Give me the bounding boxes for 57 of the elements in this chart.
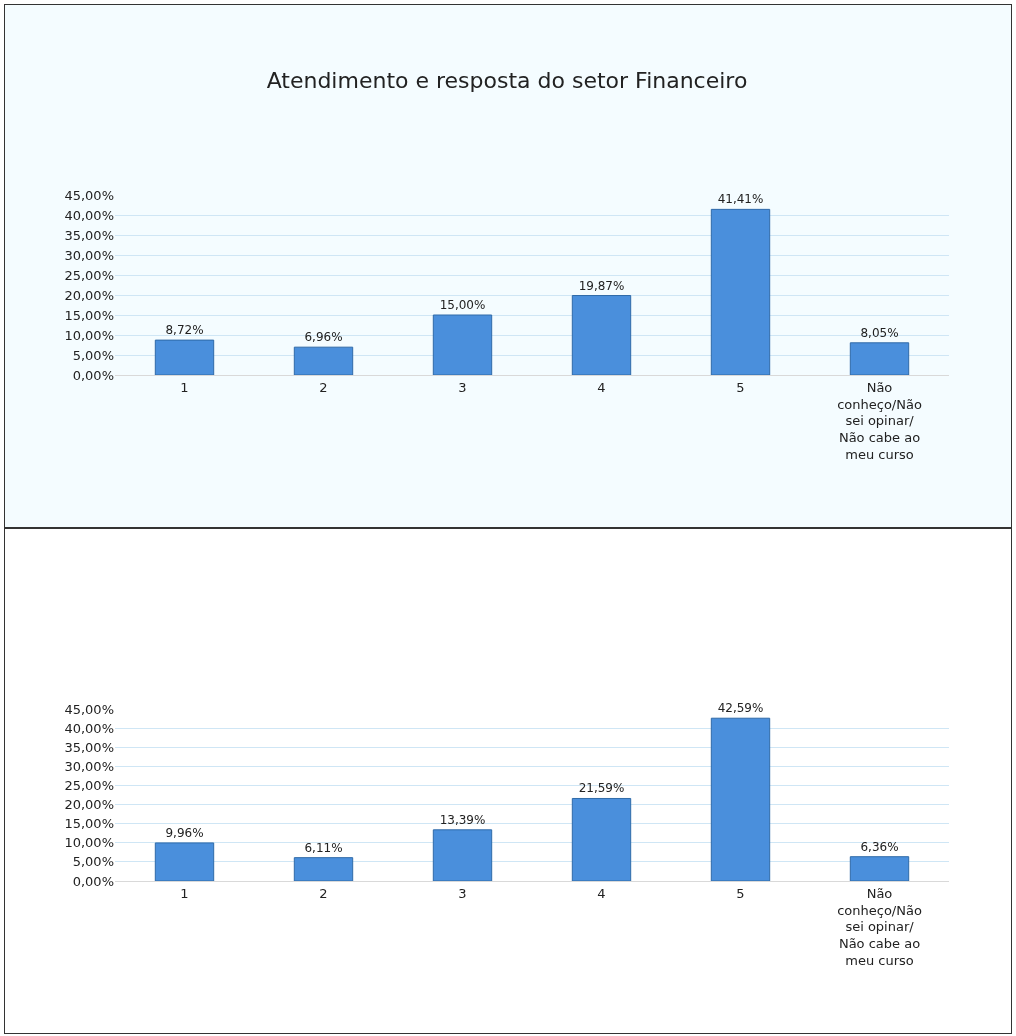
y-tick-label: 20,00%	[64, 797, 114, 813]
x-tick-label: 3	[458, 379, 467, 395]
x-tick-label: 5	[736, 379, 745, 395]
y-tick-label: 15,00%	[64, 816, 114, 832]
bar	[154, 842, 215, 881]
y-tick-label: 20,00%	[64, 287, 114, 303]
bar	[432, 829, 493, 881]
bar	[710, 717, 771, 881]
x-tick-label: 4	[597, 885, 606, 901]
x-tick-label: 3	[458, 885, 467, 901]
y-tick-label: 5,00%	[72, 854, 114, 870]
data-label: 6,36%	[860, 839, 899, 854]
x-tick-label: 1	[180, 885, 189, 901]
x-tick-label: 4	[597, 379, 606, 395]
bar	[571, 295, 632, 375]
bar	[293, 346, 354, 375]
bar	[710, 208, 771, 375]
y-tick-label: 25,00%	[64, 777, 114, 793]
data-label: 8,05%	[860, 325, 899, 340]
y-tick-label: 35,00%	[64, 739, 114, 755]
y-tick-label: 45,00%	[64, 187, 114, 203]
bar	[293, 857, 354, 881]
y-tick-label: 30,00%	[64, 758, 114, 774]
y-tick-label: 10,00%	[64, 835, 114, 851]
bar	[849, 856, 910, 881]
bar	[571, 797, 632, 881]
data-label: 42,59%	[717, 701, 764, 716]
x-tick-label: Não conheço/Não sei opinar/ Não cabe ao meu curso	[837, 379, 922, 463]
bar	[432, 314, 493, 375]
data-label: 19,87%	[578, 278, 625, 293]
data-label: 41,41%	[717, 192, 764, 207]
x-tick-label: Não conheço/Não sei opinar/ Não cabe ao meu curso	[837, 885, 922, 969]
data-label: 21,59%	[578, 781, 625, 796]
y-tick-label: 10,00%	[64, 327, 114, 343]
data-label: 9,96%	[165, 825, 204, 840]
y-tick-label: 0,00%	[72, 873, 114, 889]
bar	[849, 342, 910, 375]
x-tick-label: 2	[319, 885, 328, 901]
x-tick-label: 2	[319, 379, 328, 395]
chart-title: Atendimento e resposta do setor Financeiro	[266, 68, 748, 93]
data-label: 15,00%	[439, 298, 486, 312]
data-label: 13,39%	[439, 812, 486, 827]
bar	[154, 339, 215, 375]
y-tick-label: 45,00%	[64, 701, 114, 717]
data-label: 6,96%	[304, 330, 343, 345]
y-tick-label: 40,00%	[64, 720, 114, 736]
x-tick-label: 5	[736, 885, 745, 901]
data-label: 6,11%	[304, 840, 343, 855]
y-tick-label: 5,00%	[72, 347, 114, 363]
y-tick-label: 0,00%	[72, 367, 114, 383]
x-tick-label: 1	[180, 379, 189, 395]
y-tick-label: 30,00%	[64, 247, 114, 263]
y-tick-label: 25,00%	[64, 267, 114, 283]
y-tick-label: 40,00%	[64, 207, 114, 223]
y-tick-label: 35,00%	[64, 227, 114, 243]
data-label: 8,72%	[165, 323, 204, 338]
y-tick-label: 15,00%	[64, 307, 114, 323]
